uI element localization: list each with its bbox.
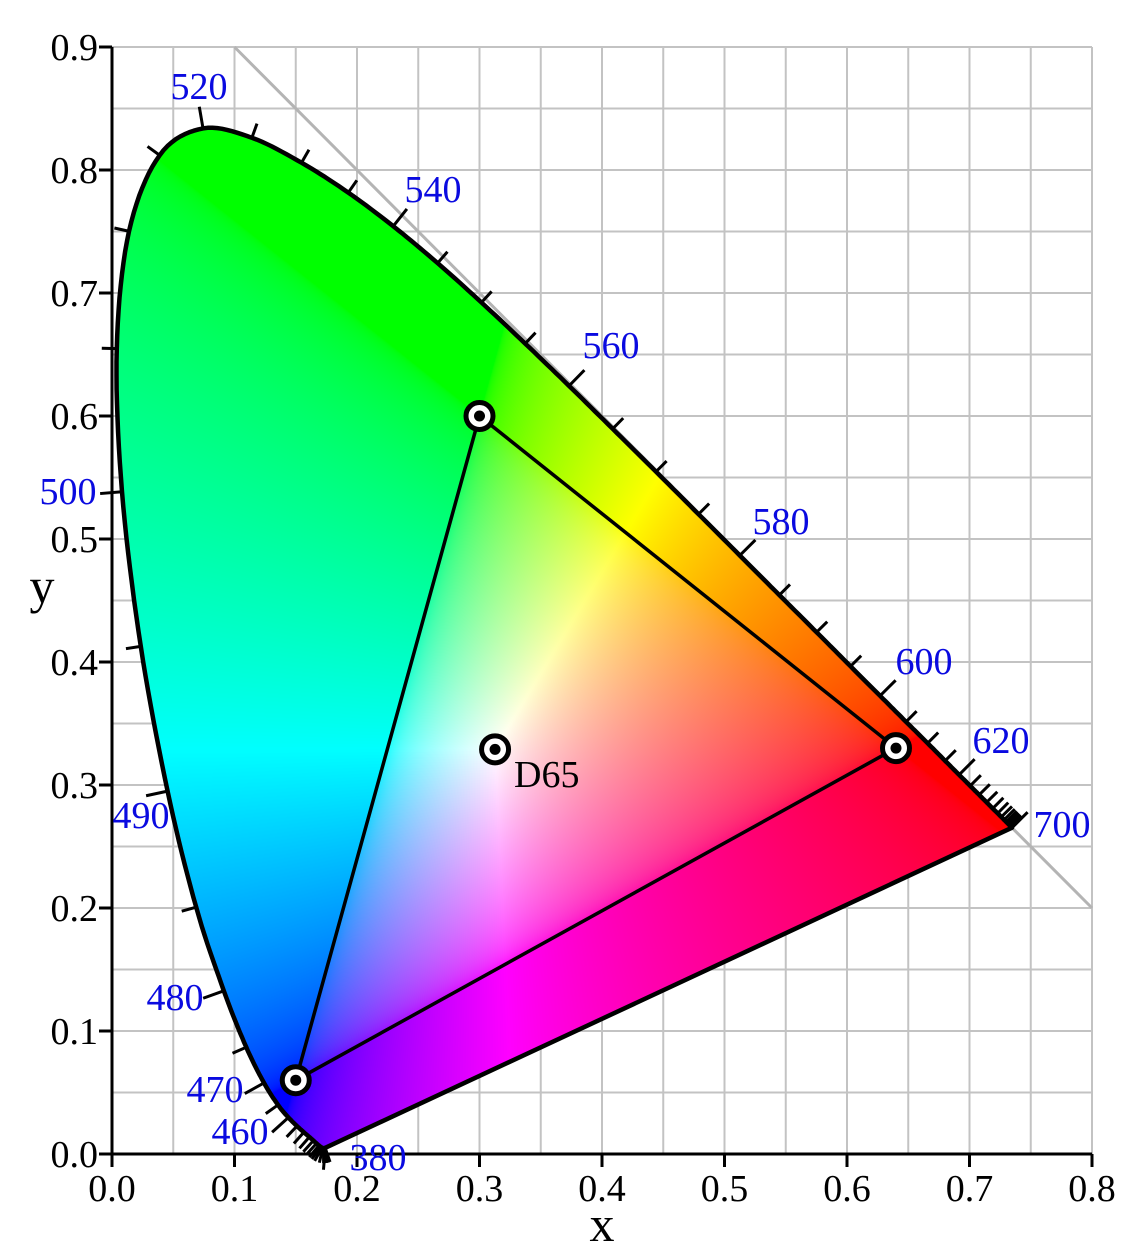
wavelength-tick	[944, 749, 957, 762]
spectral-locus-outline	[114, 125, 1015, 1151]
wavelength-tick	[958, 758, 976, 776]
wavelength-tick	[231, 1045, 247, 1055]
x-tick-label: 0.5	[701, 1168, 749, 1210]
wavelength-label-460: 460	[212, 1111, 269, 1153]
green-primary-marker-dot	[474, 410, 485, 422]
wavelength-tick	[300, 148, 311, 164]
x-tick-label: 0.3	[456, 1168, 504, 1210]
wavelength-tick	[926, 731, 940, 745]
x-tick-label: 0.2	[333, 1168, 381, 1210]
wavelength-label-500: 500	[40, 471, 97, 513]
blue-primary-marker-dot	[290, 1074, 302, 1086]
wavelength-label-620: 620	[973, 720, 1030, 762]
x-tick-label: 0.8	[1068, 1168, 1116, 1210]
wavelength-tick	[849, 654, 863, 668]
wavelength-tick	[567, 369, 586, 387]
y-tick-label: 0.9	[51, 27, 99, 69]
wavelength-label-580: 580	[753, 501, 810, 543]
wavelength-tick	[978, 783, 991, 796]
x-tick-label: 0.0	[88, 1168, 136, 1210]
wavelength-tick	[292, 1131, 305, 1145]
wavelength-tick	[1003, 808, 1016, 821]
y-tick-label: 0.0	[51, 1134, 99, 1176]
wavelength-tick	[244, 1081, 265, 1095]
wavelength-tick	[1006, 811, 1020, 825]
wavelength-tick	[436, 250, 449, 265]
wavelength-label-700: 700	[1034, 804, 1091, 846]
gamut-triangle	[294, 414, 898, 1082]
wavelength-tick	[1000, 805, 1014, 819]
wavelength-tick	[480, 290, 493, 304]
white-point-marker-dot	[489, 743, 501, 755]
wavelength-label-540: 540	[405, 169, 462, 211]
x-tick-label: 0.4	[578, 1168, 626, 1210]
wavelength-tick	[996, 801, 1010, 815]
wavelength-tick	[879, 679, 897, 697]
wavelength-label-480: 480	[147, 977, 204, 1019]
x-tick-label: 0.7	[946, 1168, 994, 1210]
wavelength-label-470: 470	[187, 1069, 244, 1111]
wavelength-tick	[285, 1125, 299, 1138]
wavelength-tick	[524, 331, 537, 345]
y-tick-label: 0.7	[51, 273, 99, 315]
wavelength-label-560: 560	[583, 325, 640, 367]
y-tick-label: 0.2	[51, 888, 99, 930]
wavelength-tick	[985, 790, 999, 804]
wavelength-label-520: 520	[171, 66, 228, 108]
x-tick-label: 0.1	[211, 1168, 259, 1210]
wavelength-tick	[250, 123, 259, 139]
wavelength-tick	[738, 538, 757, 557]
y-tick-label: 0.6	[51, 396, 99, 438]
y-tick-label: 0.1	[51, 1011, 99, 1053]
wavelength-tick	[271, 1116, 290, 1134]
x-axis-title: x	[590, 1196, 615, 1252]
wavelength-tick	[697, 502, 711, 516]
wavelength-label-380: 380	[350, 1137, 407, 1179]
wavelength-tick	[347, 179, 359, 194]
wavelength-tick	[298, 1136, 311, 1150]
y-tick-label: 0.3	[51, 765, 99, 807]
y-tick-label: 0.8	[51, 150, 99, 192]
wavelength-tick	[146, 145, 161, 157]
red-primary-marker-dot	[890, 742, 902, 754]
wavelength-tick	[114, 226, 130, 233]
wavelength-tick	[991, 796, 1005, 810]
wavelength-tick	[125, 644, 142, 651]
wavelength-tick	[904, 710, 918, 723]
wavelength-tick	[202, 989, 225, 1000]
wavelength-tick	[1005, 810, 1018, 823]
y-tick-label: 0.4	[51, 642, 99, 684]
wavelength-label-600: 600	[896, 641, 953, 683]
wavelength-tick	[392, 208, 409, 228]
wavelength-tick	[969, 774, 982, 787]
wavelength-tick	[145, 789, 168, 798]
wavelength-tick	[1010, 811, 1029, 829]
wavelength-label-490: 490	[113, 795, 170, 837]
wavelength-tick	[197, 106, 205, 129]
wavelength-tick	[611, 417, 625, 430]
white-point-label: D65	[514, 754, 579, 796]
wavelength-tick	[815, 620, 829, 634]
wavelength-tick	[654, 460, 668, 473]
wavelength-tick	[264, 1103, 279, 1115]
y-tick-label: 0.5	[51, 519, 99, 561]
x-tick-label: 0.6	[823, 1168, 871, 1210]
wavelength-tick	[302, 1139, 315, 1153]
wavelength-tick	[778, 583, 792, 597]
y-axis-title: y	[30, 558, 55, 614]
wavelength-tick	[181, 905, 197, 913]
